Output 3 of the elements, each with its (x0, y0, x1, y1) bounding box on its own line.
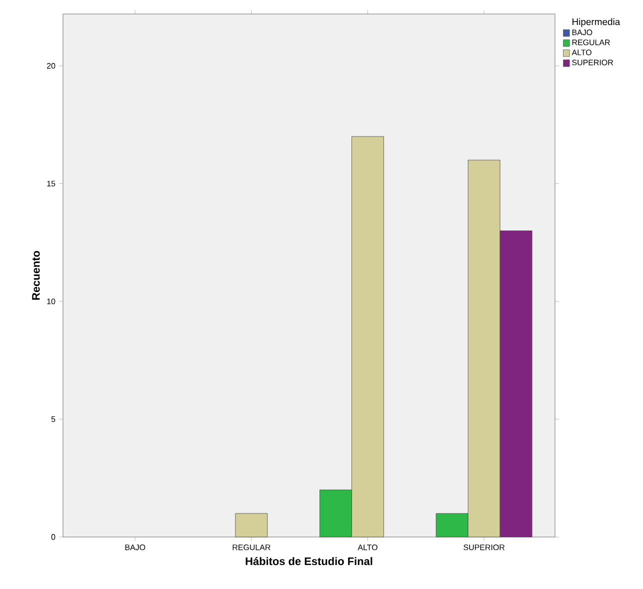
x-axis-title: Hábitos de Estudio Final (246, 556, 372, 566)
y-axis-title: Recuento (32, 250, 40, 300)
legend-title: Hipermedia (572, 18, 620, 28)
